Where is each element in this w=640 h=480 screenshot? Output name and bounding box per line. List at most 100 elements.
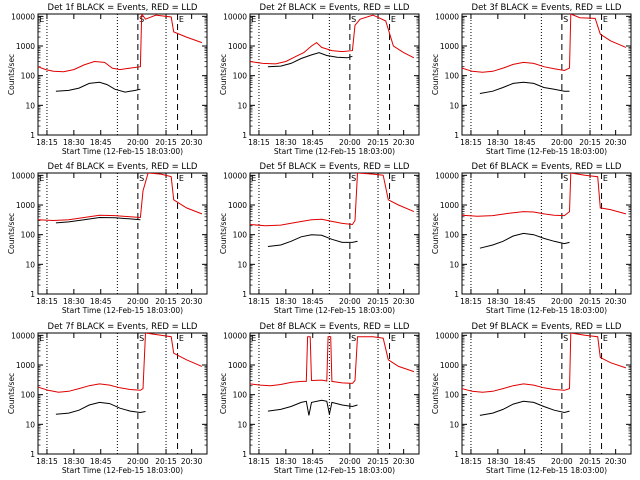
x-tick-label: 18:30	[487, 297, 509, 306]
x-tick-label: 18:15	[460, 457, 482, 466]
y-tick-label: 1000	[16, 361, 35, 370]
lld-series-line	[462, 333, 627, 393]
y-tick-label: 100	[445, 231, 460, 240]
detector-panel-5: Det 5f BLACK = Events, RED = LLD 1 10 100 10…	[219, 162, 420, 315]
detector-panel-9: Det 9f BLACK = Events, RED = LLD 1 10 100 10…	[431, 322, 632, 475]
y-tick-label: 1000	[440, 361, 459, 370]
flag-label: S	[563, 15, 568, 24]
flag-label: S	[351, 174, 356, 183]
x-tick-label: 18:30	[275, 297, 297, 306]
y-axis-label: Counts/sec	[431, 213, 440, 254]
x-tick-label: 20:15	[367, 138, 389, 147]
x-tick-label: 20:30	[181, 297, 203, 306]
y-axis-label: Counts/sec	[7, 213, 16, 254]
y-tick-label: 1	[30, 131, 35, 140]
x-tick-label: 18:15	[248, 138, 270, 147]
y-tick-label: 1	[242, 131, 247, 140]
detector-panel-7: Det 7f BLACK = Events, RED = LLD 1 10 100 10…	[7, 322, 208, 475]
plot-frame	[37, 13, 208, 136]
y-tick-label: 10	[237, 420, 247, 429]
y-tick-label: 100	[445, 391, 460, 400]
x-tick-label: 18:45	[90, 457, 112, 466]
x-tick-label: 20:15	[579, 297, 601, 306]
lld-series-line	[38, 14, 203, 73]
flag-label: E	[39, 334, 44, 343]
y-axis-label: Counts/sec	[431, 54, 440, 95]
x-tick-label: 18:30	[487, 457, 509, 466]
lld-series-line	[250, 14, 415, 65]
x-tick-label: 18:30	[487, 138, 509, 147]
x-tick-label: 18:15	[36, 297, 58, 306]
y-tick-label: 10000	[435, 12, 459, 21]
lld-series-line	[38, 173, 203, 222]
lld-series-line	[462, 173, 627, 217]
y-axis-label: Counts/sec	[219, 213, 228, 254]
x-axis-label: Start Time (12-Feb-15 18:03:00)	[486, 306, 607, 315]
x-tick-label: 18:45	[514, 297, 536, 306]
x-tick-label: 20:15	[155, 138, 177, 147]
x-tick-label: 20:30	[605, 457, 627, 466]
x-tick-label: 18:30	[63, 457, 85, 466]
plot-frame	[461, 13, 632, 136]
x-axis-label: Start Time (12-Feb-15 18:03:00)	[62, 147, 183, 156]
flag-label: E	[391, 174, 396, 183]
x-tick-label: 18:15	[248, 297, 270, 306]
y-tick-label: 10	[25, 101, 35, 110]
panel-title: Det 1f BLACK = Events, RED = LLD	[48, 3, 198, 13]
x-tick-label: 20:00	[339, 457, 361, 466]
y-tick-label: 100	[21, 72, 36, 81]
x-tick-label: 20:30	[605, 138, 627, 147]
panel-title: Det 9f BLACK = Events, RED = LLD	[472, 322, 622, 332]
plot-frame	[461, 172, 632, 295]
x-axis-label: Start Time (12-Feb-15 18:03:00)	[274, 147, 395, 156]
y-tick-label: 1	[454, 290, 459, 299]
y-axis-label: Counts/sec	[431, 373, 440, 414]
flag-label: E	[179, 334, 184, 343]
y-tick-label: 1000	[228, 201, 247, 210]
x-tick-label: 20:30	[181, 457, 203, 466]
y-tick-label: 10000	[11, 12, 35, 21]
x-tick-label: 18:15	[460, 138, 482, 147]
y-tick-label: 10000	[435, 171, 459, 180]
events-series-line	[55, 401, 146, 415]
x-tick-label: 20:00	[127, 297, 149, 306]
detector-panel-4: Det 4f BLACK = Events, RED = LLD 1 10 100 10…	[7, 162, 208, 315]
x-tick-label: 18:45	[514, 457, 536, 466]
flag-label: S	[139, 334, 144, 343]
x-tick-label: 20:15	[155, 297, 177, 306]
x-tick-label: 20:00	[551, 138, 573, 147]
flag-label: E	[39, 15, 44, 24]
flag-label: E	[391, 15, 396, 24]
y-tick-label: 1000	[228, 361, 247, 370]
y-tick-label: 1000	[440, 42, 459, 51]
x-axis-label: Start Time (12-Feb-15 18:03:00)	[274, 466, 395, 475]
detector-panel-3: Det 3f BLACK = Events, RED = LLD 1 10 100 10…	[431, 3, 632, 156]
detector-panel-8: Det 8f BLACK = Events, RED = LLD 1 10 100 10…	[219, 322, 420, 475]
x-tick-label: 20:30	[605, 297, 627, 306]
x-tick-label: 18:30	[275, 138, 297, 147]
x-tick-label: 20:00	[127, 457, 149, 466]
events-series-line	[267, 52, 353, 68]
events-series-line	[479, 81, 570, 94]
y-tick-label: 10	[25, 420, 35, 429]
x-axis-label: Start Time (12-Feb-15 18:03:00)	[274, 306, 395, 315]
x-tick-label: 18:45	[302, 297, 324, 306]
panel-title: Det 6f BLACK = Events, RED = LLD	[472, 162, 622, 172]
y-tick-label: 100	[21, 391, 36, 400]
x-tick-label: 20:00	[339, 138, 361, 147]
y-axis-label: Counts/sec	[219, 373, 228, 414]
x-tick-label: 20:30	[181, 138, 203, 147]
flag-label: S	[139, 174, 144, 183]
y-axis-label: Counts/sec	[219, 54, 228, 95]
y-tick-label: 10	[237, 260, 247, 269]
y-tick-label: 100	[21, 231, 36, 240]
x-tick-label: 18:15	[248, 457, 270, 466]
y-tick-label: 1	[30, 450, 35, 459]
x-tick-label: 20:15	[579, 457, 601, 466]
y-tick-label: 10	[237, 101, 247, 110]
flag-label: E	[603, 174, 608, 183]
flag-label: E	[251, 15, 256, 24]
plot-frame	[249, 13, 420, 136]
y-tick-label: 10	[25, 260, 35, 269]
lld-series-line	[250, 336, 415, 387]
